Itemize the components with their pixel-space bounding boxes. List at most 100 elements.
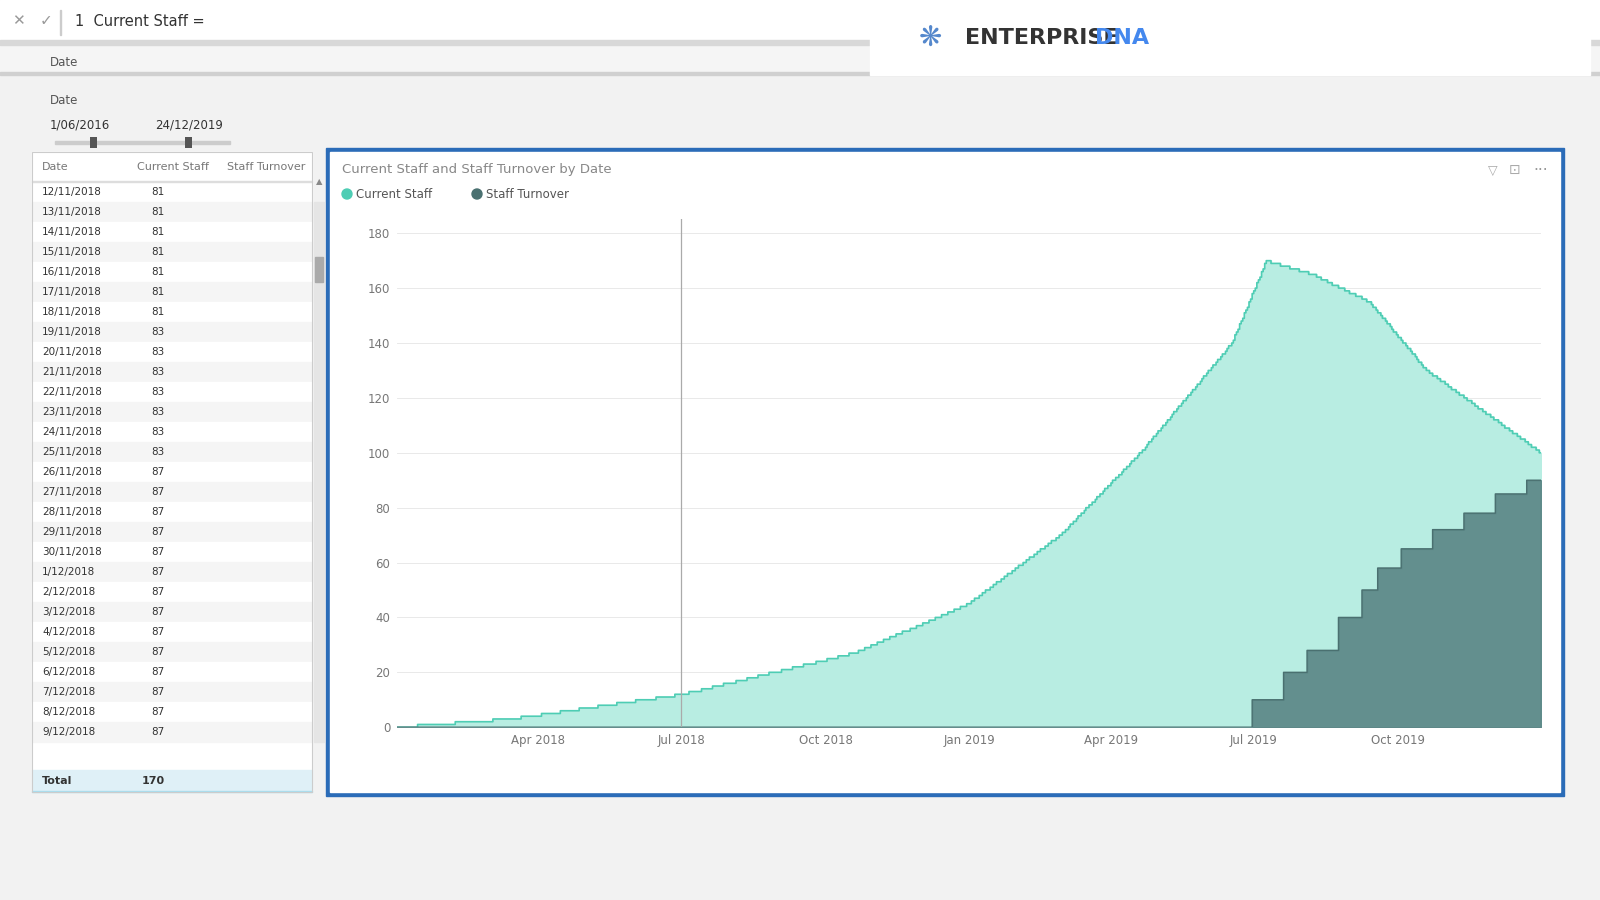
Text: 29/11/2018: 29/11/2018	[42, 527, 102, 537]
Text: ⊡: ⊡	[1509, 163, 1520, 177]
Bar	[32, 602, 312, 622]
Text: ❋: ❋	[918, 24, 942, 52]
Bar	[315, 257, 323, 282]
Text: 87: 87	[152, 527, 165, 537]
Bar	[90, 137, 98, 148]
Bar	[32, 662, 312, 682]
Text: 27: 27	[850, 608, 867, 622]
Bar	[690, 568, 878, 633]
Bar	[0, 72, 1600, 75]
Bar	[32, 722, 312, 742]
Bar	[32, 202, 312, 222]
Text: 12/11/2018: 12/11/2018	[42, 187, 102, 197]
Text: 87: 87	[152, 687, 165, 697]
Text: 20/11/2018: 20/11/2018	[42, 347, 102, 357]
Text: 81: 81	[152, 287, 165, 297]
Text: 9/12/2018: 9/12/2018	[42, 727, 96, 737]
Bar	[32, 791, 312, 792]
Bar	[32, 382, 312, 402]
Text: Staff Turnover: Staff Turnover	[486, 187, 570, 201]
Bar	[32, 422, 312, 442]
Bar	[186, 137, 192, 148]
Text: 6/12/2018: 6/12/2018	[42, 667, 96, 677]
Text: 87: 87	[152, 707, 165, 717]
Text: 22/11/2018: 22/11/2018	[42, 387, 102, 397]
Text: 24/11/2018: 24/11/2018	[42, 427, 102, 437]
Text: 83: 83	[152, 347, 165, 357]
Text: 2/12/2018: 2/12/2018	[42, 587, 96, 597]
Text: 26/11/2018: 26/11/2018	[42, 467, 102, 477]
Text: 87: 87	[152, 567, 165, 577]
Text: 87: 87	[152, 487, 165, 497]
Text: Date: Date	[50, 94, 78, 106]
Text: 87: 87	[152, 547, 165, 557]
Bar	[32, 402, 312, 422]
Text: 19/11/2018: 19/11/2018	[42, 327, 102, 337]
Bar	[54, 141, 230, 144]
Bar	[32, 181, 312, 182]
Bar	[0, 40, 1600, 45]
Text: 83: 83	[152, 387, 165, 397]
Text: Date: Date	[42, 162, 69, 172]
Bar	[32, 642, 312, 662]
Text: 15/11/2018: 15/11/2018	[42, 247, 102, 257]
Text: Current Staff: Current Staff	[717, 608, 798, 622]
Text: ···: ···	[1533, 163, 1549, 177]
Text: Total: Total	[42, 776, 72, 786]
Text: 87: 87	[152, 647, 165, 657]
Text: 81: 81	[152, 267, 165, 277]
Text: 17/11/2018: 17/11/2018	[42, 287, 102, 297]
Bar	[870, 0, 1590, 75]
Bar	[0, 0, 1600, 40]
Text: 87: 87	[152, 587, 165, 597]
Bar	[32, 562, 312, 582]
Bar	[32, 442, 312, 462]
Text: 83: 83	[152, 367, 165, 377]
Text: 4/12/2018: 4/12/2018	[42, 627, 96, 637]
Bar	[32, 302, 312, 322]
Text: 27/11/2018: 27/11/2018	[42, 487, 102, 497]
Bar	[32, 242, 312, 262]
Bar	[330, 152, 1560, 792]
Bar	[314, 202, 323, 742]
Bar	[32, 542, 312, 562]
Text: 87: 87	[152, 467, 165, 477]
Text: 87: 87	[152, 507, 165, 517]
Bar	[0, 45, 1600, 72]
Bar	[32, 152, 312, 182]
Bar	[32, 502, 312, 522]
Bar	[32, 362, 312, 382]
Bar	[32, 522, 312, 542]
Bar	[326, 148, 1565, 796]
Text: 1/06/2016: 1/06/2016	[50, 119, 110, 131]
Text: 81: 81	[152, 247, 165, 257]
Text: Current Staff and Staff Turnover by Date: Current Staff and Staff Turnover by Date	[342, 164, 611, 176]
Text: 1  Current Staff =: 1 Current Staff =	[75, 14, 205, 29]
Text: 81: 81	[152, 187, 165, 197]
Bar	[32, 152, 312, 792]
Text: 87: 87	[152, 727, 165, 737]
Text: 3/12/2018: 3/12/2018	[42, 607, 96, 617]
Text: ENTERPRISE: ENTERPRISE	[965, 28, 1118, 48]
Bar	[32, 462, 312, 482]
Bar	[32, 622, 312, 642]
Text: 170: 170	[142, 776, 165, 786]
Text: 81: 81	[152, 207, 165, 217]
Circle shape	[472, 189, 482, 199]
Text: 83: 83	[152, 427, 165, 437]
Text: Date: Date	[50, 56, 78, 68]
Text: 81: 81	[152, 227, 165, 237]
Bar	[32, 770, 312, 792]
Text: 30/11/2018: 30/11/2018	[42, 547, 102, 557]
Bar	[32, 482, 312, 502]
Text: ✓: ✓	[40, 14, 53, 29]
Text: 83: 83	[152, 407, 165, 417]
Text: 21/11/2018: 21/11/2018	[42, 367, 102, 377]
Text: 87: 87	[152, 667, 165, 677]
Bar	[32, 702, 312, 722]
Text: 87: 87	[152, 627, 165, 637]
Text: 29/06/2018: 29/06/2018	[701, 577, 806, 595]
Text: 25/11/2018: 25/11/2018	[42, 447, 102, 457]
Text: 16/11/2018: 16/11/2018	[42, 267, 102, 277]
Text: DNA: DNA	[1094, 28, 1149, 48]
